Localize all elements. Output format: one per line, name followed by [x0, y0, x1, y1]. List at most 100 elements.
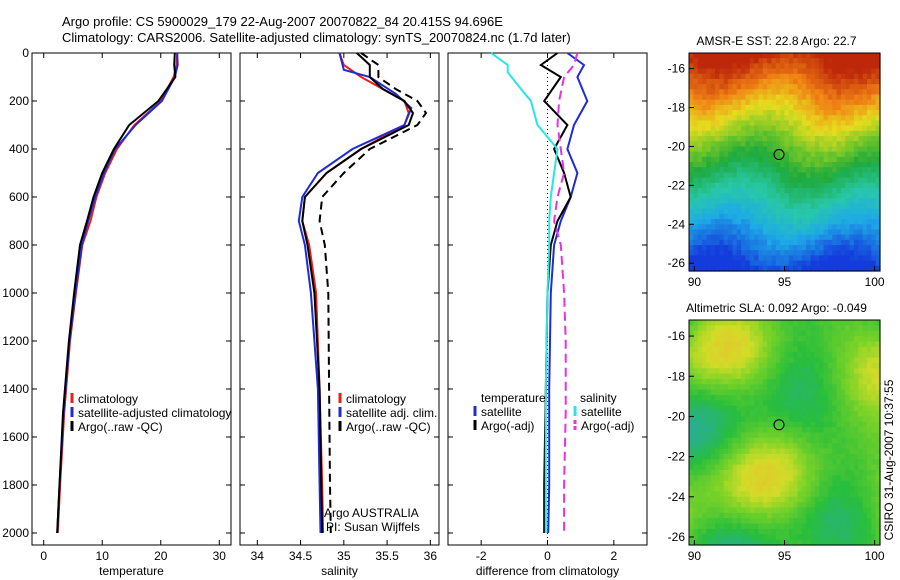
heatmap-cell [749, 512, 755, 519]
heatmap-cell [840, 378, 846, 385]
heatmap-cell [797, 459, 803, 466]
heatmap-cell [775, 496, 781, 503]
heatmap-cell [845, 373, 851, 380]
heatmap-cell [732, 405, 738, 412]
heatmap-cell [754, 528, 760, 535]
heatmap-cell [827, 491, 833, 498]
heatmap-cell [771, 193, 777, 199]
heatmap-cell [771, 443, 777, 450]
heatmap-cell [723, 405, 729, 412]
heatmap-cell [814, 187, 820, 194]
heatmap-cell [728, 518, 734, 525]
heatmap-cell [762, 104, 768, 111]
heatmap-cell [702, 427, 707, 434]
heatmap-cell [758, 368, 764, 375]
heatmap-cell [862, 416, 868, 423]
heatmap-cell [862, 448, 868, 455]
heatmap-cell [849, 162, 855, 168]
heatmap-cell [862, 496, 868, 503]
heatmap-cell [853, 378, 859, 385]
heatmap-cell [793, 58, 799, 64]
heatmap-cell [875, 346, 881, 353]
heatmap-cell [849, 395, 855, 401]
heatmap-cell [793, 528, 799, 535]
heatmap-cells [689, 320, 881, 546]
heatmap-cell [853, 260, 859, 267]
heatmap-cell [840, 459, 846, 466]
heatmap-cell [745, 94, 751, 101]
heatmap-cell [780, 416, 786, 423]
heatmap-cell [784, 156, 790, 163]
heatmap-cell [715, 528, 720, 535]
heatmap-cell [693, 68, 699, 75]
heatmap-cell [771, 411, 777, 418]
heatmap-cell [840, 172, 846, 179]
heatmap-cell [754, 115, 760, 122]
heatmap-cell [840, 389, 846, 396]
heatmap-cell [741, 172, 747, 179]
heatmap-cell [793, 182, 799, 189]
heatmap-cell [875, 400, 881, 407]
heatmap-cell [758, 260, 764, 267]
heatmap-cell [875, 330, 881, 337]
heatmap-cell [810, 373, 816, 380]
heatmap-cell [754, 177, 760, 184]
heatmap-cell [780, 352, 786, 359]
heatmap-cell [719, 453, 725, 460]
heatmap-cell [810, 245, 816, 251]
heatmap-cell [784, 63, 790, 70]
heatmap-cell [784, 130, 790, 137]
heatmap-cell [858, 491, 864, 498]
heatmap-cell [840, 320, 846, 326]
heatmap-cell [871, 325, 877, 332]
heatmap-cell [710, 146, 716, 153]
heatmap-cell [754, 512, 760, 519]
heatmap-cell [775, 389, 781, 396]
heatmap-cell [728, 104, 734, 111]
heatmap-cell [819, 384, 825, 391]
heatmap-cell [728, 229, 734, 236]
heatmap-cell [797, 203, 803, 210]
heatmap-cell [797, 73, 803, 80]
heatmap-cell [723, 448, 729, 455]
heatmap-cell [806, 518, 812, 525]
heatmap-cell [853, 528, 859, 535]
heatmap-cell [866, 384, 872, 391]
heatmap-cell [810, 265, 816, 272]
heatmap-cell [827, 443, 833, 450]
heatmap-cell [806, 534, 812, 541]
heatmap-cell [754, 187, 760, 194]
heatmap-cell [697, 219, 703, 225]
heatmap-cell [836, 389, 842, 396]
heatmap-cell [754, 330, 760, 337]
heatmap-cell [697, 427, 703, 434]
heatmap-cell [862, 78, 868, 85]
heatmap-cell [819, 341, 825, 348]
heatmap-cell [871, 68, 877, 75]
heatmap-cell [710, 63, 716, 70]
heatmap-cell [862, 177, 868, 184]
series-line [297, 52, 413, 534]
heatmap-cell [780, 427, 786, 434]
heatmap-cell [723, 491, 729, 498]
heatmap-cell [736, 260, 742, 267]
heatmap-cell [767, 94, 773, 101]
heatmap-cell [693, 219, 699, 225]
heatmap-cell [749, 162, 755, 168]
heatmap-cell [723, 219, 729, 225]
heatmap-cell [754, 250, 760, 257]
heatmap-cell [745, 265, 751, 272]
heatmap-cell [715, 491, 720, 498]
heatmap-cell [797, 384, 803, 391]
heatmap-cell [871, 528, 877, 535]
heatmap-cell [706, 325, 712, 332]
heatmap-cell [754, 141, 760, 148]
heatmap-cell [810, 94, 816, 101]
heatmap-cell [875, 539, 881, 546]
heatmap-cell [810, 73, 816, 80]
heatmap-cell [767, 250, 773, 257]
heatmap-cell [775, 136, 781, 142]
heatmap-cell [728, 260, 734, 267]
heatmap-cell [814, 53, 820, 59]
heatmap-cell [715, 539, 720, 546]
